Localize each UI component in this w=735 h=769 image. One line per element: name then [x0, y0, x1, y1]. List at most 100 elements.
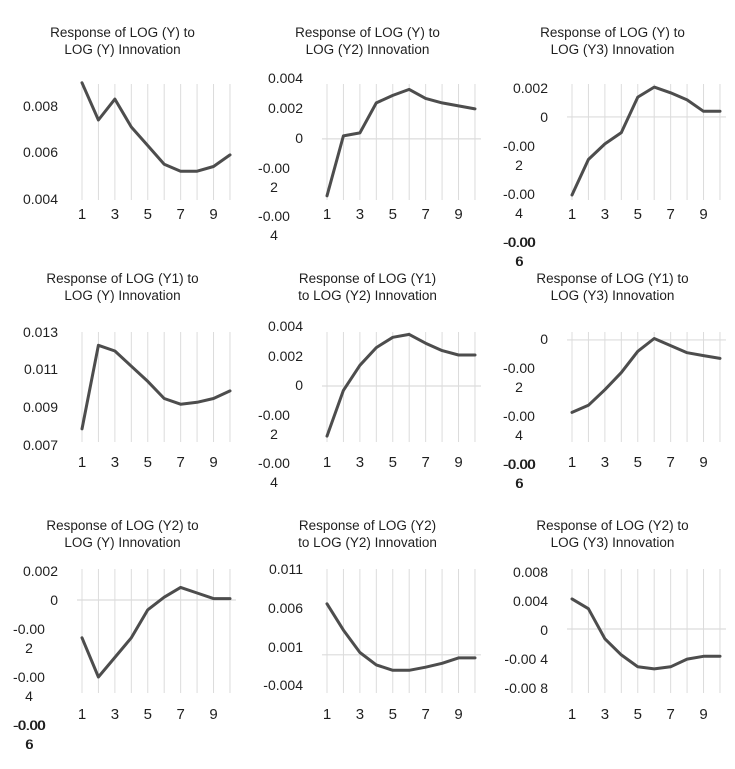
response-line [570, 337, 722, 414]
chart-plot [322, 569, 481, 693]
chart-title: Response of LOG (Y2) to LOG (Y) Innovati… [46, 518, 199, 550]
y-axis-tick-label: 0.013 [22, 323, 58, 340]
y-axis-tick-label: 0.001 [267, 638, 303, 655]
x-axis-tick-label: 9 [209, 454, 218, 471]
chart-cell-y1-to-y3: Response of LOG (Y1) to LOG (Y3) Innovat… [490, 256, 735, 512]
chart-cell-y-to-y2: Response of LOG (Y) to LOG (Y2) Innovati… [245, 0, 490, 256]
y-axis-tick-label: 0.002 [267, 347, 303, 364]
y-axis-tick-label: -0.00 4 [258, 454, 290, 490]
y-axis-tick-label: -0.00 2 [503, 138, 535, 174]
chart-title: Response of LOG (Y2) to LOG (Y2) Innovat… [298, 518, 437, 550]
chart-plot [77, 569, 236, 693]
y-axis-tick-label: -0.00 4 [504, 651, 548, 668]
x-axis-tick-label: 9 [454, 454, 463, 471]
y-axis-tick-label: 0.002 [267, 100, 303, 117]
x-axis-tick-label: 3 [110, 454, 120, 471]
y-axis-tick-label: -0.00 8 [504, 680, 548, 697]
y-axis-tick-label: -0.00 6 [503, 234, 535, 270]
x-axis-tick-label: 1 [322, 706, 332, 723]
chart-title: Response of LOG (Y2) to LOG (Y3) Innovat… [536, 518, 689, 550]
x-axis-tick-label: 3 [355, 454, 365, 471]
x-axis-tick-label: 3 [110, 206, 120, 223]
y-axis-tick-label: 0 [295, 377, 303, 394]
x-axis-tick-label: 5 [633, 706, 642, 723]
y-axis-tick-label: 0 [540, 331, 548, 348]
y-axis-tick-label: -0.00 4 [258, 208, 290, 244]
x-axis-tick-label: 5 [388, 454, 397, 471]
chart-plot [80, 81, 232, 200]
y-axis-tick-label: 0.007 [22, 437, 58, 454]
x-axis-tick-label: 3 [355, 206, 365, 223]
x-axis-tick-label: 1 [322, 206, 332, 223]
y-axis-tick-label: -0.00 2 [503, 360, 535, 396]
response-line [325, 87, 477, 198]
chart-cell-y2-to-y3: Response of LOG (Y2) to LOG (Y3) Innovat… [490, 512, 735, 769]
y-axis-tick-label: 0.009 [22, 399, 58, 416]
chart-cell-y2-to-y: Response of LOG (Y2) to LOG (Y) Innovati… [0, 512, 245, 769]
x-axis-tick-label: 5 [143, 454, 152, 471]
y-axis-tick-label: 0 [50, 592, 58, 609]
y-axis-tick-label: -0.004 [263, 677, 303, 694]
x-axis-tick-label: 5 [143, 206, 152, 223]
x-axis-tick-label: 5 [388, 206, 397, 223]
chart-title: Response of LOG (Y1) to LOG (Y2) Innovat… [298, 271, 437, 303]
x-axis-tick-label: 7 [176, 454, 185, 471]
x-axis-tick-label: 1 [567, 706, 577, 723]
y-axis-tick-label: -0.00 6 [503, 456, 535, 492]
y-axis-tick-label: 0.011 [269, 561, 303, 578]
x-axis-tick-label: 5 [388, 706, 397, 723]
x-axis-tick-label: 1 [77, 454, 87, 471]
response-line [80, 585, 232, 679]
x-axis-tick-label: 9 [209, 206, 218, 223]
y-axis-tick-label: -0.00 6 [13, 717, 45, 753]
y-axis-tick-label: 0.008 [22, 97, 58, 114]
x-axis-tick-label: 1 [322, 454, 332, 471]
chart-cell-y-to-y3: Response of LOG (Y) to LOG (Y3) Innovati… [490, 0, 735, 269]
x-axis-tick-label: 1 [77, 706, 87, 723]
chart-cell-y2-to-y2: Response of LOG (Y2) to LOG (Y2) Innovat… [245, 512, 490, 769]
y-axis-tick-label: 0.004 [512, 593, 548, 610]
chart-cell-y1-to-y2: Response of LOG (Y1) to LOG (Y2) Innovat… [245, 256, 490, 512]
chart-title: Response of LOG (Y) to LOG (Y) Innovatio… [50, 25, 195, 57]
chart-plot [567, 84, 726, 200]
chart-title: Response of LOG (Y1) to LOG (Y) Innovati… [46, 271, 199, 303]
response-line [325, 332, 477, 438]
x-axis-tick-label: 9 [454, 706, 463, 723]
x-axis-tick-label: 9 [699, 706, 708, 723]
chart-cell-y-to-y: Response of LOG (Y) to LOG (Y) Innovatio… [0, 0, 245, 256]
x-axis-tick-label: 3 [110, 706, 120, 723]
y-axis-tick-label: 0.006 [22, 144, 58, 161]
x-axis-tick-label: 7 [666, 706, 675, 723]
chart-plot [80, 332, 232, 442]
y-axis-tick-label: 0.004 [267, 70, 303, 87]
x-axis-tick-label: 9 [209, 706, 218, 723]
chart-title: Response of LOG (Y) to LOG (Y2) Innovati… [295, 25, 440, 57]
x-axis-tick-label: 9 [454, 206, 463, 223]
y-axis-tick-label: -0.00 4 [503, 408, 535, 444]
chart-plot [567, 332, 726, 442]
response-line [325, 602, 477, 672]
chart-title: Response of LOG (Y1) to LOG (Y3) Innovat… [536, 271, 689, 303]
x-axis-tick-label: 3 [355, 706, 365, 723]
y-axis-tick-label: 0 [295, 130, 303, 147]
x-axis-tick-label: 5 [633, 454, 642, 471]
y-axis-tick-label: 0 [540, 622, 548, 639]
response-line [80, 81, 232, 173]
x-axis-tick-label: 7 [421, 454, 430, 471]
response-line [570, 597, 722, 671]
y-axis-tick-label: 0.006 [267, 599, 303, 616]
x-axis-tick-label: 1 [567, 206, 577, 223]
y-axis-tick-label: 0.011 [24, 361, 58, 378]
response-line [80, 343, 232, 431]
x-axis-tick-label: 9 [699, 454, 708, 471]
chart-title: Response of LOG (Y) to LOG (Y3) Innovati… [540, 25, 685, 57]
x-axis-tick-label: 3 [600, 454, 610, 471]
x-axis-tick-label: 7 [421, 706, 430, 723]
y-axis-tick-label: 0.004 [267, 318, 303, 335]
chart-plot [322, 332, 481, 442]
x-axis-tick-label: 7 [176, 206, 185, 223]
x-axis-tick-label: 1 [567, 454, 577, 471]
chart-cell-y1-to-y: Response of LOG (Y1) to LOG (Y) Innovati… [0, 256, 245, 512]
x-axis-tick-label: 7 [176, 706, 185, 723]
